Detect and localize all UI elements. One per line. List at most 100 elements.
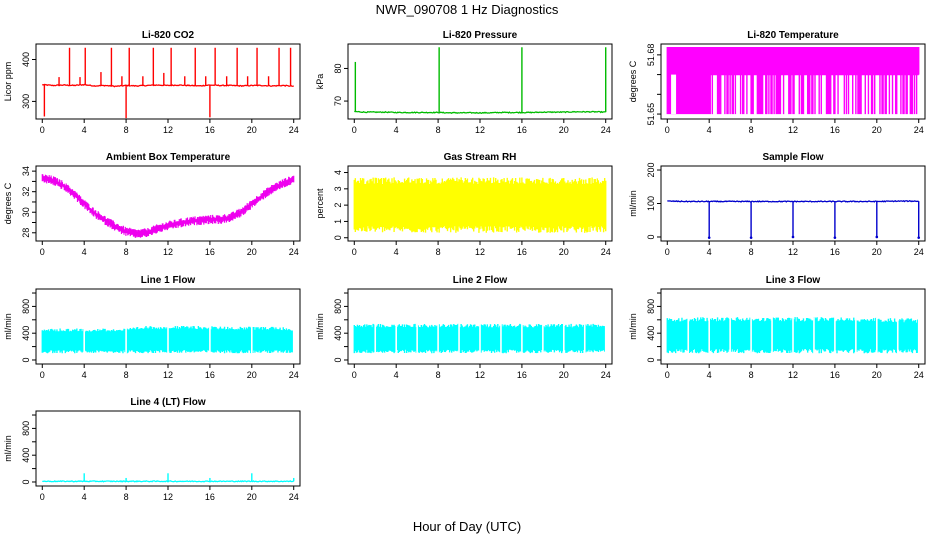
y-tick-label: 28	[21, 228, 31, 238]
data-point	[917, 236, 921, 239]
data-point	[791, 235, 795, 239]
y-tick-label: 400	[21, 326, 31, 341]
x-tick-label: 12	[475, 247, 485, 257]
series-line-1-flow	[41, 325, 295, 354]
panel-title: Gas Stream RH	[444, 152, 517, 163]
data-line	[42, 83, 294, 88]
x-tick-label: 4	[82, 370, 87, 380]
x-tick-label: 4	[707, 247, 712, 257]
x-tick-label: 12	[475, 125, 485, 135]
x-tick-label: 20	[247, 492, 257, 502]
y-axis-label: ml/min	[315, 313, 325, 340]
x-tick-label: 16	[830, 370, 840, 380]
x-tick-label: 8	[436, 247, 441, 257]
panel-line-4-lt-flow: Line 4 (LT) Flow ml/min 0 4 8 12 16 20 24 0 400 800	[3, 397, 301, 502]
y-axis-label: ml/min	[3, 313, 13, 340]
x-tick-label: 8	[749, 370, 754, 380]
panel-title: Ambient Box Temperature	[106, 152, 231, 163]
x-tick-label: 8	[124, 247, 129, 257]
y-axis-label: degrees C	[628, 60, 638, 102]
y-tick-label: 0	[646, 234, 656, 239]
x-tick-label: 8	[749, 247, 754, 257]
series-line-3-flow	[666, 317, 920, 354]
panel-line-2-flow: Line 2 Flow ml/min 0 4 8 12 16 20 24 0 400 800	[315, 275, 613, 380]
series-li-820-co2	[42, 47, 294, 119]
x-tick-label: 0	[40, 247, 45, 257]
x-tick-label: 4	[394, 247, 399, 257]
y-tick-label: 34	[21, 166, 31, 176]
data-point	[749, 236, 753, 239]
data-point	[707, 236, 711, 239]
y-tick-label: 400	[21, 448, 31, 463]
x-tick-label: 24	[914, 125, 924, 135]
y-tick-label: 800	[646, 299, 656, 314]
x-tick-label: 0	[665, 247, 670, 257]
y-tick-label: 400	[21, 52, 31, 67]
y-tick-label: 1	[333, 219, 343, 224]
y-tick-label: 70	[333, 96, 343, 106]
y-axis-label: ml/min	[628, 190, 638, 217]
x-tick-label: 24	[289, 125, 299, 135]
x-tick-label: 20	[559, 370, 569, 380]
y-tick-label: 200	[646, 163, 656, 178]
panel-title: Li-820 Pressure	[443, 30, 518, 41]
y-tick-label: 2	[333, 203, 343, 208]
x-tick-label: 24	[601, 247, 611, 257]
x-tick-label: 20	[872, 125, 882, 135]
series-gas-stream-rh	[353, 177, 607, 233]
panel-sample-flow: Sample Flow ml/min 0 4 8 12 16 20 24 0 100 200	[628, 152, 926, 257]
y-tick-label: 0	[21, 479, 31, 484]
panel-title: Line 3 Flow	[766, 275, 821, 286]
x-tick-label: 0	[40, 370, 45, 380]
x-tick-label: 12	[788, 247, 798, 257]
panel-title: Li-820 Temperature	[747, 30, 839, 41]
x-tick-label: 12	[475, 370, 485, 380]
panel-li-820-temperature: Li-820 Temperature degrees C 0 4 8 12 16 20 24 51…	[628, 30, 926, 135]
y-tick-label: 400	[646, 326, 656, 341]
y-tick-label: 800	[21, 299, 31, 314]
series-li-820-pressure	[354, 47, 607, 114]
y-tick-label: 800	[333, 299, 343, 314]
series-ambient-box-temperature	[41, 174, 295, 238]
y-tick-label: 80	[333, 63, 343, 73]
x-tick-label: 20	[559, 247, 569, 257]
panel-title: Line 1 Flow	[141, 275, 196, 286]
x-tick-label: 20	[247, 125, 257, 135]
data-band	[666, 46, 920, 115]
y-tick-label: 0	[333, 357, 343, 362]
x-tick-label: 20	[872, 370, 882, 380]
y-axis-label: Licor ppm	[3, 62, 13, 102]
y-tick-label: 0	[646, 357, 656, 362]
y-tick-label: 0	[21, 357, 31, 362]
x-tick-label: 24	[289, 247, 299, 257]
panel-ambient-box-temperature: Ambient Box Temperature degrees C 0 4 8 12 16 2…	[3, 152, 301, 257]
y-tick-label: 300	[21, 94, 31, 109]
x-tick-label: 0	[40, 492, 45, 502]
y-axis-label: kPa	[315, 74, 325, 90]
y-tick-label: 30	[21, 207, 31, 217]
panel-li-820-pressure: Li-820 Pressure kPa 0 4 8 12 16 20 24 70 80	[315, 30, 613, 135]
x-tick-label: 16	[830, 247, 840, 257]
panel-title: Line 2 Flow	[453, 275, 508, 286]
x-tick-label: 12	[163, 247, 173, 257]
data-band	[41, 174, 295, 238]
x-tick-label: 24	[289, 492, 299, 502]
figure-x-axis-label: Hour of Day (UTC)	[413, 519, 521, 534]
y-axis-label: ml/min	[628, 313, 638, 340]
x-tick-label: 16	[205, 125, 215, 135]
x-tick-label: 0	[665, 125, 670, 135]
x-tick-label: 0	[665, 370, 670, 380]
plot-frame	[35, 43, 301, 120]
panel-title: Line 4 (LT) Flow	[130, 397, 206, 408]
x-tick-label: 24	[601, 125, 611, 135]
x-tick-label: 16	[517, 247, 527, 257]
x-tick-label: 20	[247, 247, 257, 257]
x-tick-label: 12	[788, 370, 798, 380]
x-tick-label: 16	[830, 125, 840, 135]
panel-line-1-flow: Line 1 Flow ml/min 0 4 8 12 16 20 24 0 400 800	[3, 275, 301, 380]
x-tick-label: 12	[163, 492, 173, 502]
series-sample-flow	[667, 199, 921, 239]
x-tick-label: 16	[205, 247, 215, 257]
